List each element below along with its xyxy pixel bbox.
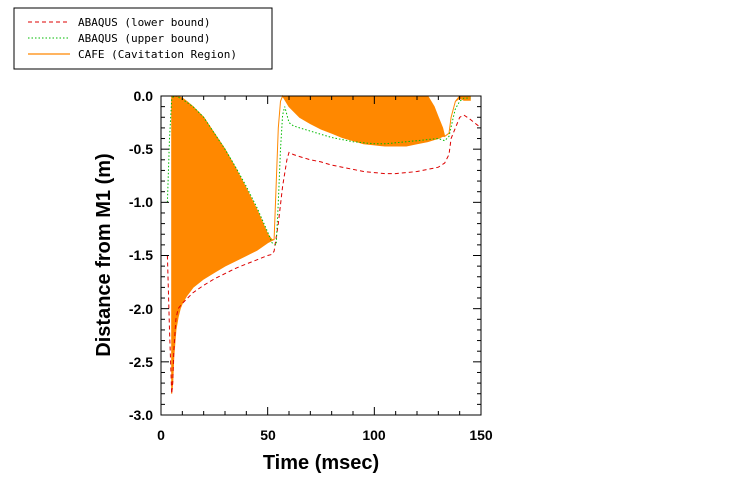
y-axis-title: Distance from M1 (m) <box>93 153 115 356</box>
x-tick-label: 50 <box>260 427 276 443</box>
plot-area <box>160 94 482 416</box>
x-tick-label: 0 <box>157 427 165 443</box>
y-tick-label: -0.5 <box>129 141 153 157</box>
abaqus-lower-bound-line <box>166 114 482 394</box>
y-tick-label: 0.0 <box>134 88 154 104</box>
abaqus-upper-bound-line <box>166 95 471 246</box>
legend: ABAQUS (lower bound) ABAQUS (upper bound… <box>13 7 273 70</box>
x-axis-title: Time (msec) <box>263 452 379 474</box>
y-tick-label: -2.0 <box>129 301 153 317</box>
x-tick-label: 100 <box>362 427 386 443</box>
legend-label-cafe: CAFE (Cavitation Region) <box>78 48 237 61</box>
x-tick-label: 150 <box>469 427 493 443</box>
y-tick-label: -2.5 <box>129 354 153 370</box>
legend-label-upper-bound: ABAQUS (upper bound) <box>78 32 210 45</box>
y-tick-labels: 0.0 -0.5 -1.0 -1.5 -2.0 -2.5 -3.0 <box>129 88 153 423</box>
cafe-cavitation-region <box>171 94 471 394</box>
y-tick-label: -1.5 <box>129 247 153 263</box>
y-tick-label: -3.0 <box>129 407 153 423</box>
legend-label-lower-bound: ABAQUS (lower bound) <box>78 16 210 29</box>
axis-ticks <box>160 95 482 416</box>
x-tick-labels: 0 50 100 150 <box>157 427 493 443</box>
y-tick-label: -1.0 <box>129 194 153 210</box>
